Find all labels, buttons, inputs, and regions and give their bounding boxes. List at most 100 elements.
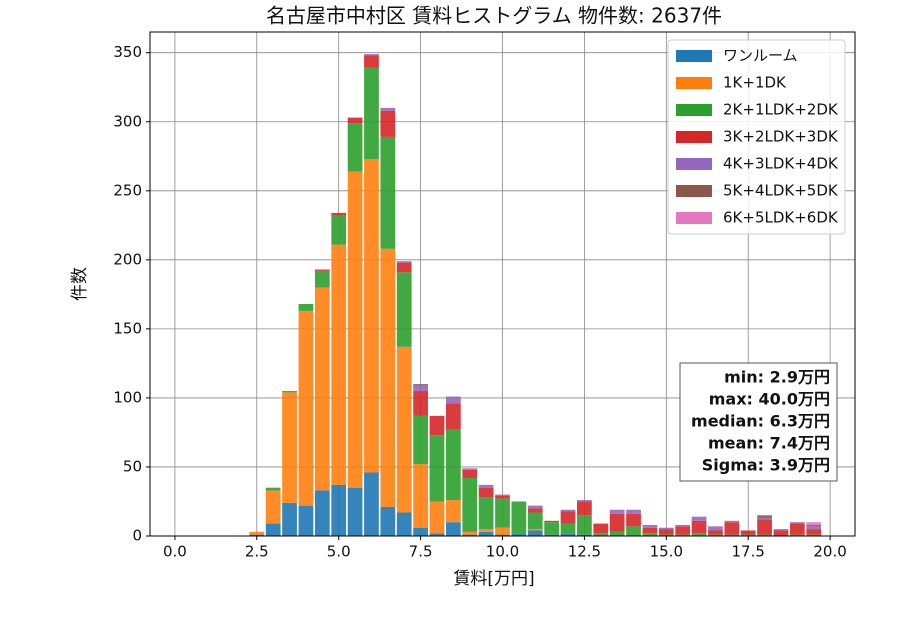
bar-segment xyxy=(806,524,822,527)
bar-segment xyxy=(708,530,723,535)
bar-segment xyxy=(724,522,740,535)
bar-segment xyxy=(380,507,396,536)
bar-segment xyxy=(314,287,330,491)
bar-segment xyxy=(724,520,740,523)
bar-segment xyxy=(544,522,560,535)
stats-line: mean: 7.4万円 xyxy=(708,434,830,453)
bar-segment xyxy=(347,171,363,488)
x-tick-label: 5.0 xyxy=(327,543,351,561)
bar-segment xyxy=(724,534,740,536)
bar-segment xyxy=(478,487,494,498)
bar-segment xyxy=(478,529,494,532)
bar-segment xyxy=(396,261,412,263)
bar-segment xyxy=(331,212,347,216)
bar-segment xyxy=(445,396,461,404)
legend-label: 4K+3LDK+4DK xyxy=(723,155,839,173)
bar-segment xyxy=(593,533,609,536)
bar-segment xyxy=(626,509,641,514)
bar-segment xyxy=(380,248,396,508)
bar-segment xyxy=(658,534,674,536)
bar-segment xyxy=(462,468,478,470)
bar-segment xyxy=(691,516,707,521)
bar-segment xyxy=(396,262,412,273)
legend-box xyxy=(667,39,846,235)
stats-box: min: 2.9万円 max: 40.0万円 median: 6.3万円 mean: … xyxy=(679,362,838,482)
legend-label: 1K+1DK xyxy=(723,74,787,92)
legend-label: ワンルーム xyxy=(723,47,798,65)
bar-segment xyxy=(806,522,822,525)
bar-segment xyxy=(511,533,527,536)
bar-segment xyxy=(364,67,379,160)
bar-segment xyxy=(577,501,592,516)
legend-swatch xyxy=(676,212,712,224)
bar-segment xyxy=(642,524,658,528)
bar-segment xyxy=(282,502,297,536)
y-tick-label: 250 xyxy=(113,181,142,199)
bar-segment xyxy=(658,529,674,535)
bar-segment xyxy=(396,272,412,347)
x-tick-label: 15.0 xyxy=(650,543,683,561)
bar-segment xyxy=(675,524,691,527)
bar-segment xyxy=(413,415,428,465)
bar-segment xyxy=(396,512,412,536)
x-tick-label: 2.5 xyxy=(245,543,269,561)
bar-segment xyxy=(789,523,805,535)
bar-segment xyxy=(560,523,576,534)
bar-segment xyxy=(789,522,805,524)
bar-segment xyxy=(806,529,822,535)
bar-segment xyxy=(806,534,822,536)
bar-segment xyxy=(364,159,379,473)
bar-segment xyxy=(249,534,265,536)
x-tick-label: 0.0 xyxy=(163,543,187,561)
bar-segment xyxy=(413,385,428,392)
x-tick-label: 12.5 xyxy=(568,543,601,561)
bar-segment xyxy=(626,513,641,527)
bar-segment xyxy=(544,534,560,536)
legend-label: 3K+2LDK+3DK xyxy=(723,128,839,146)
bar-segment xyxy=(495,527,510,535)
plot-frame xyxy=(149,31,856,537)
bar-segment xyxy=(380,136,396,249)
bar-segment xyxy=(462,469,478,479)
y-tick-label: 100 xyxy=(113,388,142,406)
legend-swatch xyxy=(676,131,712,143)
bar-segment xyxy=(249,531,265,535)
bar-segment xyxy=(773,529,789,531)
bar-segment xyxy=(691,520,707,534)
stats-line: max: 40.0万円 xyxy=(709,390,830,409)
bar-segment xyxy=(560,533,576,536)
bar-segment xyxy=(314,270,330,288)
legend-swatch xyxy=(676,104,712,116)
bar-segment xyxy=(347,487,363,536)
bar-segment xyxy=(658,527,674,530)
bar-segment xyxy=(740,530,756,535)
bar-segment xyxy=(773,530,789,536)
bar-segment xyxy=(527,529,543,531)
bar-segment xyxy=(265,490,281,524)
bar-segment xyxy=(265,523,281,536)
legend-label: 5K+4LDK+5DK xyxy=(723,182,839,200)
bar-segment xyxy=(691,533,707,536)
legend-swatch xyxy=(676,185,712,197)
bar-segment xyxy=(413,527,428,536)
bar-segment xyxy=(495,495,510,499)
bar-segment xyxy=(314,269,330,271)
stats-frame xyxy=(679,362,838,482)
bar-segment xyxy=(282,391,297,393)
bar-segment xyxy=(527,512,543,530)
legend-swatch xyxy=(676,50,712,62)
bar-segment xyxy=(429,533,445,536)
bar-segment xyxy=(478,531,494,536)
bar-segment xyxy=(642,533,658,536)
bar-segment xyxy=(314,490,330,536)
bar-segment xyxy=(364,55,379,68)
bar-segment xyxy=(265,487,281,491)
bar-segment xyxy=(609,531,625,536)
bar-segment xyxy=(609,513,625,532)
bar-segment xyxy=(347,117,363,124)
bar-segment xyxy=(445,500,461,523)
bar-segment xyxy=(675,534,691,536)
bar-segment xyxy=(462,531,478,535)
